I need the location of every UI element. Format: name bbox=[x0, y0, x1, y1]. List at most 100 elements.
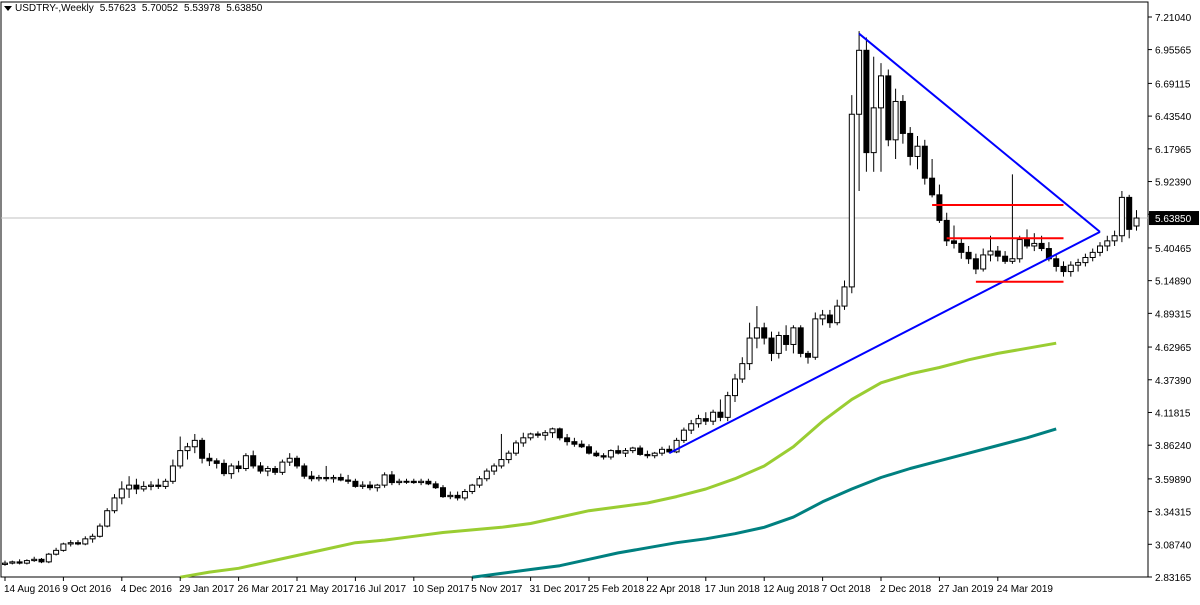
candle-body bbox=[629, 447, 636, 452]
chart-header: USDTRY-,Weekly 5.57623 5.70052 5.53978 5.638… bbox=[4, 3, 268, 14]
candle-body bbox=[717, 411, 724, 418]
candle-body bbox=[82, 538, 89, 545]
trendline-2[interactable] bbox=[858, 32, 1101, 233]
x-tick-label: 14 Aug 2016 bbox=[4, 584, 61, 595]
candle bbox=[38, 558, 45, 564]
candle-body bbox=[323, 476, 330, 480]
candle-body bbox=[724, 395, 731, 418]
candle-body bbox=[564, 437, 571, 443]
candle-body bbox=[819, 314, 826, 320]
candle-body bbox=[805, 352, 811, 358]
candle bbox=[1089, 248, 1096, 262]
candle bbox=[330, 474, 337, 483]
candle-body bbox=[936, 194, 943, 221]
moving-average-line-2 bbox=[472, 427, 1057, 579]
candle bbox=[469, 483, 476, 495]
candle bbox=[600, 453, 607, 460]
candle-body bbox=[651, 452, 658, 457]
candle-body bbox=[359, 484, 366, 487]
candle-body bbox=[498, 459, 505, 467]
candle bbox=[45, 552, 52, 564]
candle bbox=[96, 523, 103, 538]
candle-body bbox=[345, 479, 352, 482]
y-tick-label: 4.89315 bbox=[1155, 309, 1192, 320]
trendline-1[interactable] bbox=[668, 231, 1101, 455]
x-tick-label: 2 Dec 2018 bbox=[880, 584, 932, 595]
candle-body bbox=[870, 107, 877, 154]
candle-body bbox=[454, 494, 461, 499]
candle bbox=[680, 427, 687, 443]
y-tick-label: 4.11815 bbox=[1155, 408, 1191, 419]
y-tick-label: 4.37390 bbox=[1155, 376, 1192, 387]
candle-body bbox=[169, 465, 176, 482]
candle bbox=[155, 478, 162, 489]
candle-body bbox=[607, 450, 614, 458]
candle bbox=[1126, 194, 1133, 239]
candle-body bbox=[374, 484, 381, 489]
candle-body bbox=[659, 448, 665, 454]
candle-body bbox=[943, 219, 950, 242]
candle bbox=[410, 478, 417, 484]
candle bbox=[403, 478, 410, 484]
candle-body bbox=[352, 480, 359, 487]
candle-body bbox=[1118, 196, 1125, 237]
candle-body bbox=[615, 450, 622, 454]
candle-body bbox=[710, 411, 717, 422]
low-value: 5.53978 bbox=[184, 3, 221, 14]
candle bbox=[162, 478, 169, 489]
candle bbox=[994, 245, 1001, 262]
candle-body bbox=[388, 474, 395, 484]
x-tick-label: 9 Oct 2016 bbox=[62, 584, 111, 595]
candle-body bbox=[133, 484, 140, 490]
candle-body bbox=[695, 418, 702, 425]
candle-body bbox=[469, 484, 476, 493]
candle-body bbox=[23, 560, 30, 564]
candle bbox=[856, 31, 863, 191]
candle bbox=[673, 437, 680, 454]
y-tick-label: 3.34315 bbox=[1155, 508, 1192, 519]
candle bbox=[914, 135, 921, 170]
candle-body bbox=[761, 327, 768, 339]
y-tick-label: 5.40465 bbox=[1155, 244, 1192, 255]
price-axis[interactable]: 7.21040 6.95565 6.69115 6.43540 6.17965 5.923… bbox=[1148, 13, 1192, 584]
candle-body bbox=[184, 446, 191, 452]
time-axis[interactable]: 14 Aug 2016 9 Oct 2016 4 Dec 2016 29 Jan 20… bbox=[4, 577, 1053, 595]
symbol-label: USDTRY-,Weekly bbox=[15, 3, 94, 14]
candle-body bbox=[987, 250, 994, 256]
candle-body bbox=[578, 443, 585, 448]
candle-body bbox=[513, 442, 519, 454]
candle-body bbox=[746, 337, 753, 365]
candle bbox=[294, 455, 300, 469]
y-tick-label: 3.59890 bbox=[1155, 475, 1192, 486]
candle-body bbox=[1060, 265, 1067, 273]
candle-body bbox=[432, 483, 439, 489]
candle bbox=[637, 445, 644, 456]
candle-body bbox=[534, 433, 541, 436]
candle bbox=[958, 238, 965, 259]
candle-body bbox=[60, 543, 67, 551]
candle-body bbox=[593, 452, 600, 457]
candle bbox=[732, 373, 738, 403]
candle bbox=[929, 159, 936, 198]
candle bbox=[878, 63, 884, 172]
dropdown-arrow-icon[interactable] bbox=[4, 5, 12, 11]
plot-area[interactable] bbox=[0, 1, 1149, 578]
candle-body bbox=[206, 457, 213, 462]
candle-body bbox=[177, 450, 184, 467]
candle-body bbox=[155, 484, 162, 487]
candle bbox=[520, 432, 527, 447]
candles-layer bbox=[2, 31, 1140, 566]
candle bbox=[1133, 210, 1140, 231]
candle bbox=[483, 468, 490, 482]
candle-body bbox=[9, 561, 16, 564]
candle bbox=[104, 508, 111, 528]
candle-body bbox=[403, 480, 410, 483]
candle-body bbox=[191, 439, 198, 448]
candle bbox=[177, 436, 184, 469]
candle-body bbox=[16, 561, 23, 564]
candle bbox=[513, 440, 519, 456]
candle-body bbox=[111, 497, 118, 512]
candle-body bbox=[440, 487, 446, 498]
